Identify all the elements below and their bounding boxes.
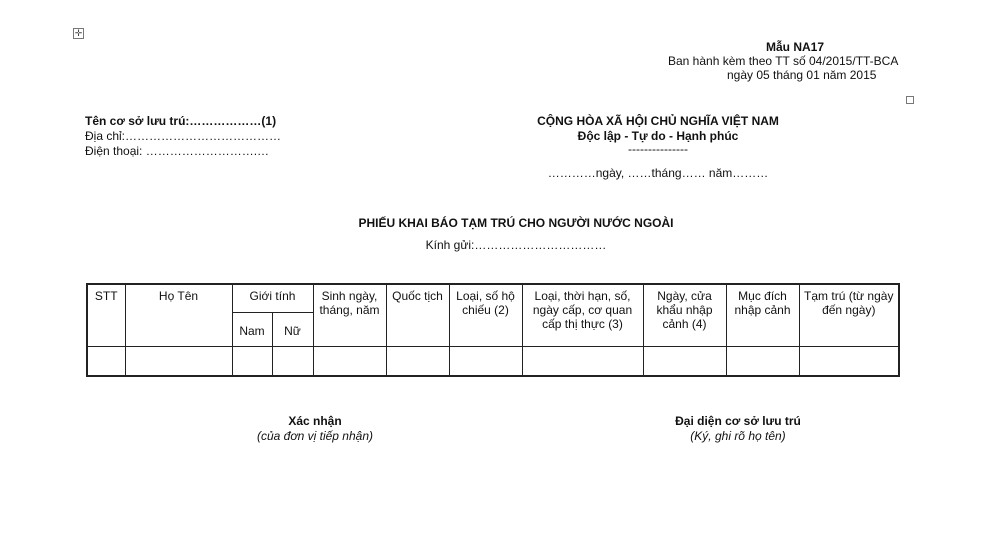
- table-cell[interactable]: [385, 345, 450, 377]
- table-cell[interactable]: [86, 345, 126, 377]
- page-title: PHIẾU KHAI BÁO TẠM TRÚ CHO NGƯỜI NƯỚC NG…: [358, 216, 674, 230]
- country-name: CỘNG HÒA XÃ HỘI CHỦ NGHĨA VIỆT NAM: [537, 114, 779, 128]
- issued-date: ngày 05 tháng 01 năm 2015: [727, 68, 877, 82]
- representative-note: (Ký, ghi rõ họ tên): [690, 429, 786, 443]
- table-cell[interactable]: [448, 345, 523, 377]
- recipient: Kính gửi:……………………………: [425, 238, 607, 252]
- table-cell[interactable]: [124, 345, 233, 377]
- facility-name: Tên cơ sở lưu trú:………………(1): [85, 114, 277, 128]
- header-dob: Sinh ngày, tháng, năm: [312, 283, 387, 347]
- table-cell[interactable]: [521, 345, 644, 377]
- header-stt: STT: [86, 283, 126, 347]
- confirmation-note: (của đơn vị tiếp nhận): [257, 429, 373, 443]
- header-stay: Tạm trú (từ ngày đến ngày): [798, 283, 900, 347]
- form-code: Mẫu NA17: [766, 40, 825, 54]
- table-resize-handle-icon[interactable]: [906, 96, 914, 104]
- header-entry: Ngày, cửa khẩu nhập cảnh (4): [642, 283, 727, 347]
- registration-table: STT Họ Tên Giới tính Sinh ngày, tháng, n…: [86, 283, 900, 377]
- table-cell[interactable]: [798, 345, 900, 377]
- confirmation-title: Xác nhận: [288, 414, 342, 428]
- date-line: …………ngày, ……tháng…… năm………: [547, 166, 769, 180]
- header-name: Họ Tên: [124, 283, 233, 347]
- header-female: Nữ: [271, 311, 314, 347]
- issued-by: Ban hành kèm theo TT số 04/2015/TT-BCA: [668, 54, 899, 68]
- divider: ---------------: [628, 142, 688, 156]
- table-cell[interactable]: [725, 345, 800, 377]
- motto: Độc lập - Tự do - Hạnh phúc: [577, 129, 739, 143]
- table-cell[interactable]: [271, 345, 314, 377]
- table-cell[interactable]: [312, 345, 387, 377]
- header-passport: Loại, số hộ chiếu (2): [448, 283, 523, 347]
- header-nationality: Quốc tịch: [385, 283, 450, 347]
- table-move-handle-icon[interactable]: ✛: [73, 28, 84, 39]
- header-purpose: Mục đích nhập cảnh: [725, 283, 800, 347]
- table-cell[interactable]: [642, 345, 727, 377]
- phone: Điện thoại: ……………………….…: [85, 144, 270, 158]
- table-row: [86, 345, 900, 377]
- header-male: Nam: [231, 311, 273, 347]
- address: Địa chỉ:…………………………………: [85, 129, 282, 143]
- header-visa: Loại, thời hạn, số, ngày cấp, cơ quan cấ…: [521, 283, 644, 347]
- representative-title: Đại diện cơ sở lưu trú: [675, 414, 801, 428]
- header-gender: Giới tính: [231, 283, 314, 313]
- table-cell[interactable]: [231, 345, 273, 377]
